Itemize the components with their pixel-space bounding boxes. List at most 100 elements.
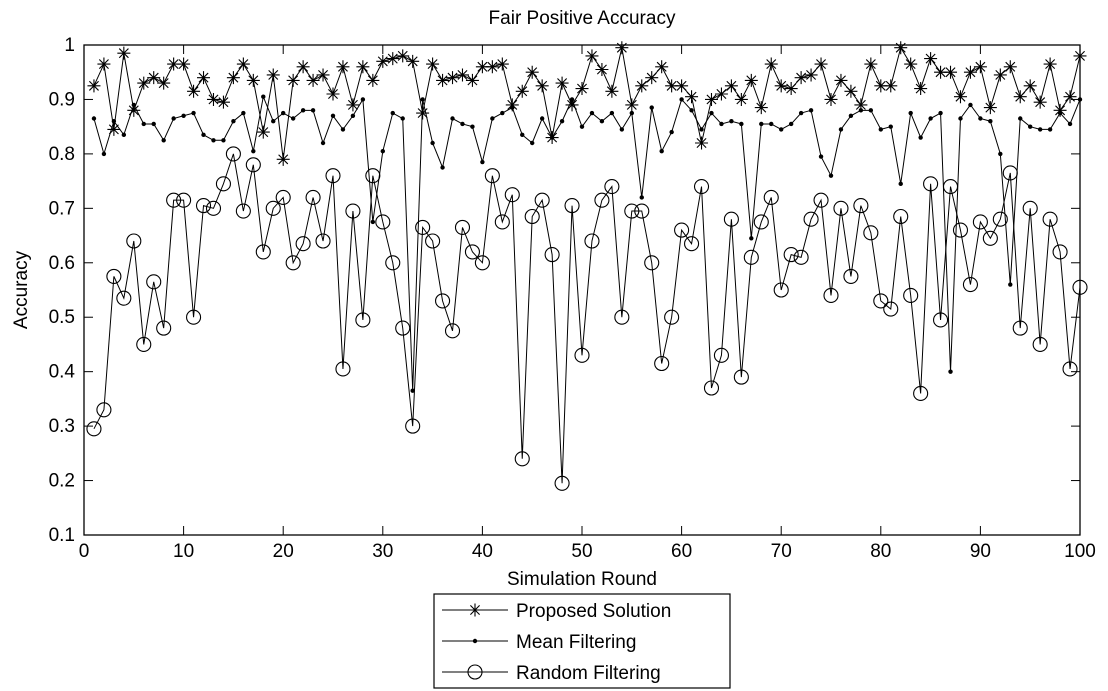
legend: Proposed Solution Mean Filtering Random Fi… [433,593,731,689]
data-point [952,222,969,238]
star-marker-strokes [734,92,748,106]
data-point [261,94,266,99]
data-point [888,124,893,129]
star-marker-strokes [695,136,709,150]
data-point [585,49,599,63]
data-point [804,68,818,82]
data-point [444,323,461,339]
data-point [1022,200,1038,216]
data-point [166,192,182,208]
data-point [1062,361,1078,377]
data-point [1077,97,1083,102]
data-point [674,222,690,238]
data-point [884,79,898,93]
data-point [734,92,748,106]
star-marker-strokes [953,90,967,104]
star-marker-strokes [87,79,101,93]
star-marker-strokes [864,57,878,71]
x-axis-label: Simulation Round [507,569,657,590]
star-marker-strokes [834,73,848,87]
data-point [655,60,669,74]
data-point [743,249,759,265]
data-point [395,320,411,336]
star-marker-strokes [993,68,1007,82]
y-tick-label: 0.6 [49,253,75,274]
data-point [963,65,977,79]
data-point [685,90,699,104]
data-point [231,119,236,124]
data-point [589,110,595,116]
data-point [569,97,575,102]
star-marker-strokes [774,79,788,93]
star-marker-strokes [147,71,161,85]
star-marker-strokes [446,71,460,85]
data-point [464,244,480,260]
data-point [645,71,659,85]
star-marker-strokes [505,98,519,112]
data-point [983,101,997,115]
data-point [137,76,151,90]
data-point [788,121,794,127]
legend-label: Random Filtering [516,663,661,684]
star-marker-strokes [326,87,340,101]
data-point [714,87,728,101]
data-point [794,71,808,85]
data-point [699,127,704,132]
data-point [763,189,779,205]
data-point [246,73,260,87]
data-point [211,138,216,143]
star-marker-strokes [1053,103,1067,117]
star-marker-strokes [306,73,320,87]
data-point [187,84,201,98]
data-point [565,98,579,112]
data-point [106,268,122,284]
star-marker-strokes [934,65,948,79]
data-point [177,57,191,71]
star-marker-strokes [495,57,509,71]
data-point [300,108,306,113]
data-point [924,52,938,66]
data-point [450,116,455,121]
data-point [704,92,718,106]
data-point [942,179,959,195]
data-point [146,274,162,290]
y-tick-label: 0.9 [49,89,75,110]
star-marker-strokes [266,68,280,82]
data-point [824,92,838,106]
star-marker-strokes [485,60,499,74]
data-point [195,198,212,214]
data-point [713,347,729,363]
data-point [101,151,107,157]
data-point [559,119,565,124]
data-point [525,65,539,79]
data-point [635,79,649,93]
y-tick-label: 1 [64,35,75,56]
x-axis: 0 10 20 30 40 50 60 70 80 90 100 [79,45,1096,562]
x-tick-label: 70 [771,541,792,562]
star-marker-strokes [874,79,888,93]
data-point [266,68,280,82]
data-point [127,103,141,117]
data-point [838,127,844,132]
data-point [320,140,326,146]
data-point [923,176,939,192]
star-marker-strokes [575,82,589,96]
data-point [555,76,569,90]
data-point [305,189,321,205]
star-marker-strokes [187,84,201,98]
data-point [296,60,310,74]
data-point [544,247,560,263]
star-marker-strokes [137,76,151,90]
data-point [121,132,127,138]
data-point [216,95,230,109]
star-marker-strokes [386,52,400,66]
data-point [390,110,395,116]
data-point [793,249,809,265]
data-point [908,110,913,116]
star-marker-strokes [286,73,300,87]
data-point [833,200,849,216]
data-point [893,208,909,225]
legend-entry: Mean Filtering [442,632,636,653]
star-marker-strokes [904,57,918,71]
data-point [938,110,943,116]
